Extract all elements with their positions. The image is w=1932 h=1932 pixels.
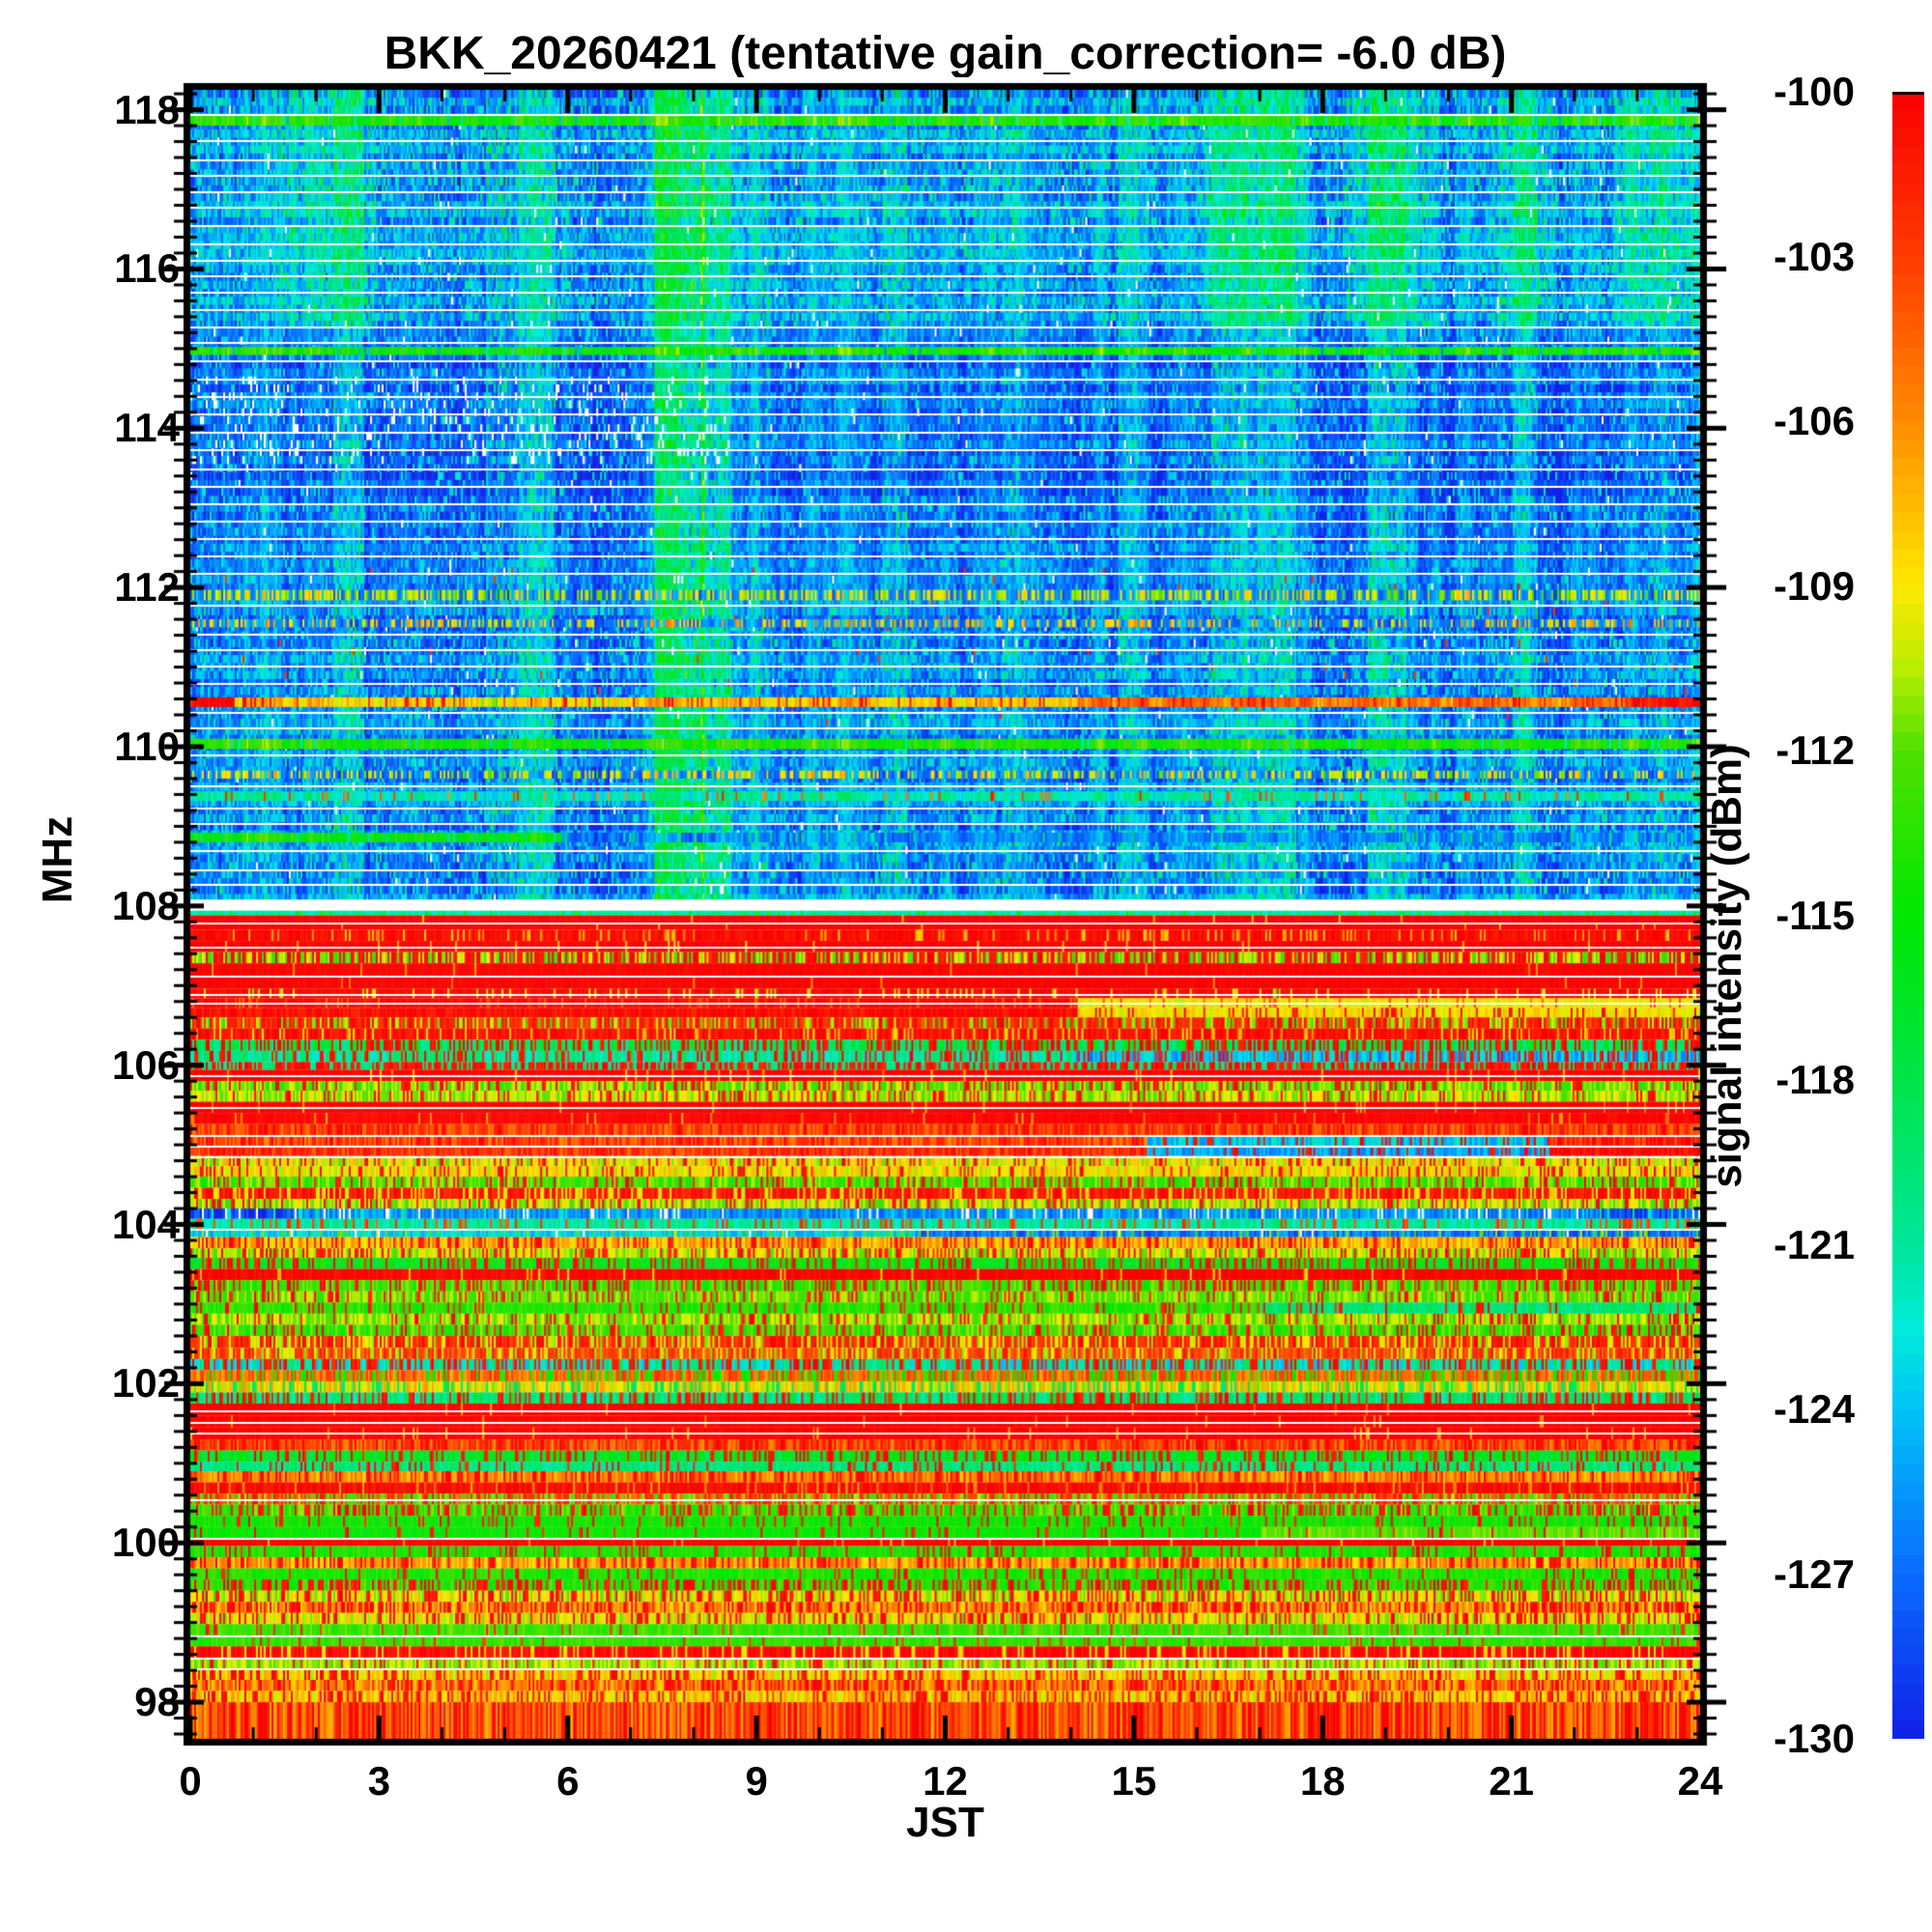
colorbar-label: signal intensity (dBm) xyxy=(1703,744,1750,1188)
x-tick-label: 3 xyxy=(367,1758,391,1804)
y-tick-label: 110 xyxy=(114,723,180,769)
x-tick-label: 0 xyxy=(179,1758,202,1804)
page-title: BKK_20260421 (tentative gain_correction=… xyxy=(384,28,1507,79)
colorbar-tick-label: -106 xyxy=(1773,398,1855,443)
colorbar-tick-label: -124 xyxy=(1773,1386,1855,1432)
y-tick-label: 98 xyxy=(134,1679,180,1725)
colorbar-tick-label: -103 xyxy=(1773,233,1855,279)
y-tick-label: 104 xyxy=(111,1201,180,1247)
y-tick-label: 106 xyxy=(111,1041,180,1088)
x-tick-label: 21 xyxy=(1489,1758,1534,1804)
y-tick-label: 108 xyxy=(111,882,180,928)
x-tick-label: 9 xyxy=(745,1758,768,1804)
y-tick-label: 114 xyxy=(114,405,180,451)
colorbar-tick-label: -127 xyxy=(1773,1550,1855,1597)
colorbar-tick-label: -118 xyxy=(1776,1057,1855,1102)
y-tick-label: 118 xyxy=(114,86,180,132)
x-tick-label: 15 xyxy=(1111,1758,1157,1804)
colorbar-tick-label: -121 xyxy=(1773,1221,1855,1267)
x-tick-label: 6 xyxy=(556,1758,580,1804)
colorbar-tick-label: -130 xyxy=(1773,1716,1855,1761)
colorbar-tick-label: -100 xyxy=(1773,69,1855,114)
colorbar-tick-label: -109 xyxy=(1773,562,1855,609)
colorbar-tick-label: -115 xyxy=(1776,892,1855,938)
y-tick-label: 100 xyxy=(111,1520,180,1566)
y-tick-label: 102 xyxy=(111,1360,180,1406)
y-tick-label: 116 xyxy=(114,245,180,292)
x-tick-label: 18 xyxy=(1299,1758,1346,1804)
colorbar-tick-label: -112 xyxy=(1776,727,1855,773)
y-tick-label: 112 xyxy=(114,564,180,611)
x-tick-label: 24 xyxy=(1677,1758,1723,1804)
colorbar xyxy=(1892,92,1924,1739)
x-tick-label: 12 xyxy=(923,1758,968,1804)
x-axis-label: JST xyxy=(906,1799,984,1846)
spectrogram-heatmap xyxy=(155,77,1746,1758)
